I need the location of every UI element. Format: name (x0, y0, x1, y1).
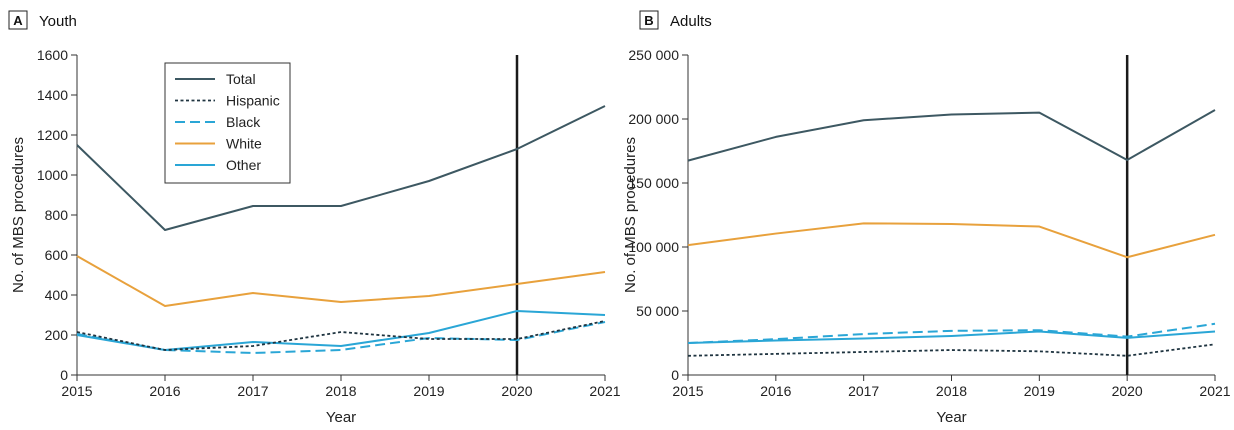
x-axis-label: Year (936, 409, 966, 425)
legend-label-black: Black (226, 114, 261, 130)
y-tick-label: 600 (45, 247, 69, 263)
series-line-black (687, 322, 1216, 344)
series-line-hispanic (687, 343, 1216, 357)
y-tick-label: 250 000 (628, 47, 679, 63)
legend-label-hispanic: Hispanic (226, 93, 280, 109)
y-tick-label: 1000 (37, 167, 68, 183)
x-tick-label: 2019 (413, 383, 444, 399)
series-line-total (76, 105, 606, 231)
y-axis-label: No. of MBS procedures (622, 137, 639, 293)
series-line-hispanic (76, 320, 606, 351)
panel-label: B (644, 13, 653, 28)
x-tick-label: 2019 (1024, 383, 1055, 399)
series-line-other (76, 310, 606, 351)
legend-label-other: Other (226, 157, 261, 173)
panel-a: A Youth 0 200 400 600 800 1000 1200 1400 1600 2015 2… (8, 10, 621, 426)
panel-badge (8, 10, 28, 30)
x-axis-label: Year (326, 409, 356, 425)
y-tick-label: 150 000 (628, 175, 679, 191)
panel-label: A (13, 13, 23, 28)
x-tick-label: 2015 (61, 383, 92, 399)
x-tick-label: 2021 (1199, 383, 1230, 399)
y-tick-label: 50 000 (636, 303, 679, 319)
y-tick-label: 0 (60, 367, 68, 383)
y-tick-label: 1200 (37, 127, 68, 143)
y-tick-label: 100 000 (628, 239, 679, 255)
y-tick-label: 200 000 (628, 111, 679, 127)
series-line-other (687, 330, 1216, 344)
x-tick-label: 2020 (1112, 383, 1143, 399)
legend-label-total: Total (226, 71, 256, 87)
legend: Total Hispanic Black White Other (164, 62, 291, 184)
x-tick-label: 2017 (237, 383, 268, 399)
panel-title: Adults (670, 13, 712, 30)
panel-title: Youth (39, 13, 77, 30)
x-tick-label: 2018 (936, 383, 967, 399)
y-tick-label: 1600 (37, 47, 68, 63)
series-line-white (76, 255, 606, 307)
y-tick-label: 1400 (37, 87, 68, 103)
legend-box (164, 62, 291, 184)
x-tick-label: 2020 (501, 383, 532, 399)
y-tick-label: 0 (671, 367, 679, 383)
y-axis-label: No. of MBS procedures (10, 137, 27, 293)
series-line-total (687, 109, 1216, 162)
y-tick-label: 800 (45, 207, 69, 223)
y-tick-label: 400 (45, 287, 69, 303)
x-tick-label: 2016 (149, 383, 180, 399)
x-tick-label: 2015 (672, 383, 703, 399)
x-tick-label: 2016 (760, 383, 791, 399)
panel-b: B Adults 0 50 000 100 000 150 000 200 000 250 0… (622, 10, 1231, 426)
panel-badge (639, 10, 659, 30)
x-tick-label: 2018 (325, 383, 356, 399)
series-line-black (76, 321, 606, 354)
legend-label-white: White (226, 136, 262, 152)
x-tick-label: 2021 (589, 383, 620, 399)
series-line-white (687, 222, 1216, 259)
x-tick-label: 2017 (848, 383, 879, 399)
y-tick-label: 200 (45, 327, 69, 343)
